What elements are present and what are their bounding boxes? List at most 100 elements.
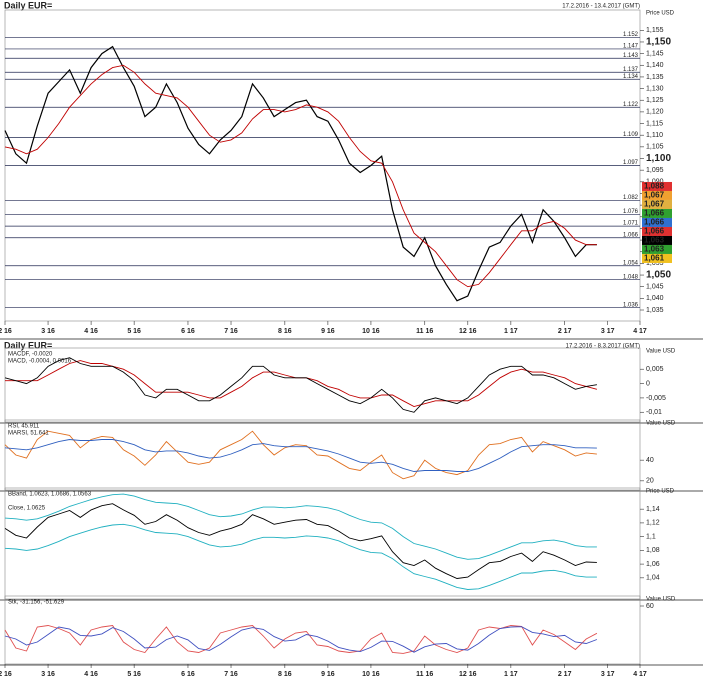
series-line — [4, 625, 598, 654]
y-tick-label: 1,08 — [646, 547, 660, 554]
level-label: 1.066 — [623, 232, 639, 238]
level-label: 1.048 — [623, 274, 639, 280]
price-marker — [642, 208, 672, 218]
legend-entry: BBand, 1.0623, 1.0686, 1.0563 — [8, 492, 92, 498]
plot-frame — [4, 419, 641, 491]
y-tick-label: 40 — [646, 457, 654, 464]
y-tick-label: 1,1 — [646, 533, 656, 540]
x-tick-label: 5 16 — [127, 671, 141, 678]
price-marker — [642, 226, 672, 236]
y-tick-label: 1,140 — [646, 62, 664, 69]
y-tick-label: 1,035 — [646, 307, 664, 314]
y-tick-label: 1,100 — [646, 153, 671, 164]
y-tick-label: 20 — [646, 478, 654, 485]
legend-entry: Close, 1.0625 — [8, 506, 46, 512]
y-tick-label: 1,095 — [646, 167, 664, 174]
plot-frame — [4, 487, 641, 600]
x-tick-label: 3 16 — [41, 671, 55, 678]
y-tick-label: 1,150 — [646, 37, 671, 48]
y-tick-label: 1,105 — [646, 144, 664, 151]
plot-frame — [4, 347, 641, 423]
legend-entry: Stk, -31.156, -51.629 — [8, 600, 65, 606]
y-axis-label: Value USD — [646, 349, 676, 355]
price-marker-label: 1,063 — [644, 236, 665, 245]
price-marker-label: 1,066 — [644, 227, 665, 236]
chart-title: Daily EUR= — [4, 0, 52, 10]
price-marker-label: 1,063 — [644, 245, 665, 254]
legend-entry: MACDF, -0.0020 — [8, 352, 53, 358]
y-tick-label: 1,110 — [646, 132, 663, 139]
x-tick-label: 4 16 — [84, 328, 98, 335]
y-tick-label: 1,125 — [646, 97, 664, 104]
level-label: 1.152 — [623, 32, 639, 38]
y-tick-label: 1,050 — [646, 270, 671, 281]
series-line — [4, 430, 597, 480]
price-marker-label: 1,061 — [644, 254, 665, 263]
y-tick-label: -0,005 — [646, 395, 666, 402]
x-tick-label: 7 16 — [224, 328, 238, 335]
price-marker — [642, 217, 672, 227]
x-tick-label: 2 17 — [558, 328, 572, 335]
x-tick-label: 12 16 — [459, 671, 477, 678]
y-tick-label: 1,135 — [646, 74, 664, 81]
price-marker — [642, 253, 672, 263]
series-line — [4, 626, 598, 653]
y-tick-label: 0,005 — [646, 366, 664, 373]
price-marker — [642, 244, 672, 254]
x-tick-label: 1 17 — [504, 671, 518, 678]
x-tick-label: 9 16 — [321, 328, 335, 335]
legend-entry: MARSI, 51.641 — [8, 431, 49, 437]
price-marker — [642, 190, 672, 200]
level-label: 1.143 — [623, 53, 639, 59]
price-marker-label: 1,067 — [644, 191, 665, 200]
x-tick-label: 8 16 — [278, 328, 292, 335]
level-label: 1.109 — [623, 132, 639, 138]
level-label: 1.097 — [623, 160, 639, 166]
y-tick-label: 1,055 — [646, 260, 664, 267]
series-line — [4, 503, 597, 579]
x-tick-label: 10 16 — [362, 671, 380, 678]
y-tick-label: 1,040 — [646, 295, 664, 302]
level-label: 1.122 — [623, 102, 639, 108]
y-tick-label: 1,130 — [646, 85, 664, 92]
level-label: 1.137 — [623, 67, 639, 73]
price-marker — [642, 181, 672, 191]
x-tick-label: 6 16 — [181, 328, 195, 335]
y-tick-label: 1,06 — [646, 561, 660, 568]
series-line — [4, 45, 597, 302]
x-tick-label: 10 16 — [362, 328, 380, 335]
y-axis-label: Value USD — [646, 597, 676, 603]
x-tick-label: 6 16 — [181, 671, 195, 678]
x-tick-label: 2 17 — [558, 671, 572, 678]
price-marker — [642, 199, 672, 209]
y-tick-label: 1,045 — [646, 284, 664, 291]
price-marker-label: 1,067 — [644, 200, 665, 209]
y-tick-label: 1,155 — [646, 27, 664, 34]
chart-subtitle: 17.2.2016 - 13.4.2017 (GMT) — [562, 4, 640, 10]
x-tick-label: 3 17 — [601, 328, 615, 335]
level-label: 1.134 — [623, 74, 639, 80]
x-tick-label: 3 16 — [41, 328, 55, 335]
level-label: 1.036 — [623, 302, 639, 308]
level-label: 1.076 — [623, 209, 639, 215]
level-label: 1.071 — [623, 221, 639, 227]
y-tick-label: 1,120 — [646, 109, 664, 116]
series-line — [4, 493, 597, 560]
series-line — [4, 64, 597, 288]
y-tick-label: 1,12 — [646, 520, 660, 527]
y-tick-label: 1,145 — [646, 50, 664, 57]
x-tick-label: 4 16 — [84, 671, 98, 678]
y-axis-label: Value USD — [646, 421, 676, 427]
series-line — [4, 439, 597, 472]
x-tick-label: 11 16 — [416, 671, 433, 678]
level-label: 1.082 — [623, 195, 639, 201]
price-marker-label: 1,066 — [644, 209, 665, 218]
y-tick-label: 1,115 — [646, 120, 663, 127]
series-line — [4, 357, 597, 413]
x-tick-label: 4 17 — [633, 328, 647, 335]
x-tick-label: 12 16 — [459, 328, 477, 335]
price-marker-label: 1,066 — [644, 218, 665, 227]
y-tick-label: 0 — [646, 380, 650, 387]
y-tick-label: -0,01 — [646, 409, 662, 416]
